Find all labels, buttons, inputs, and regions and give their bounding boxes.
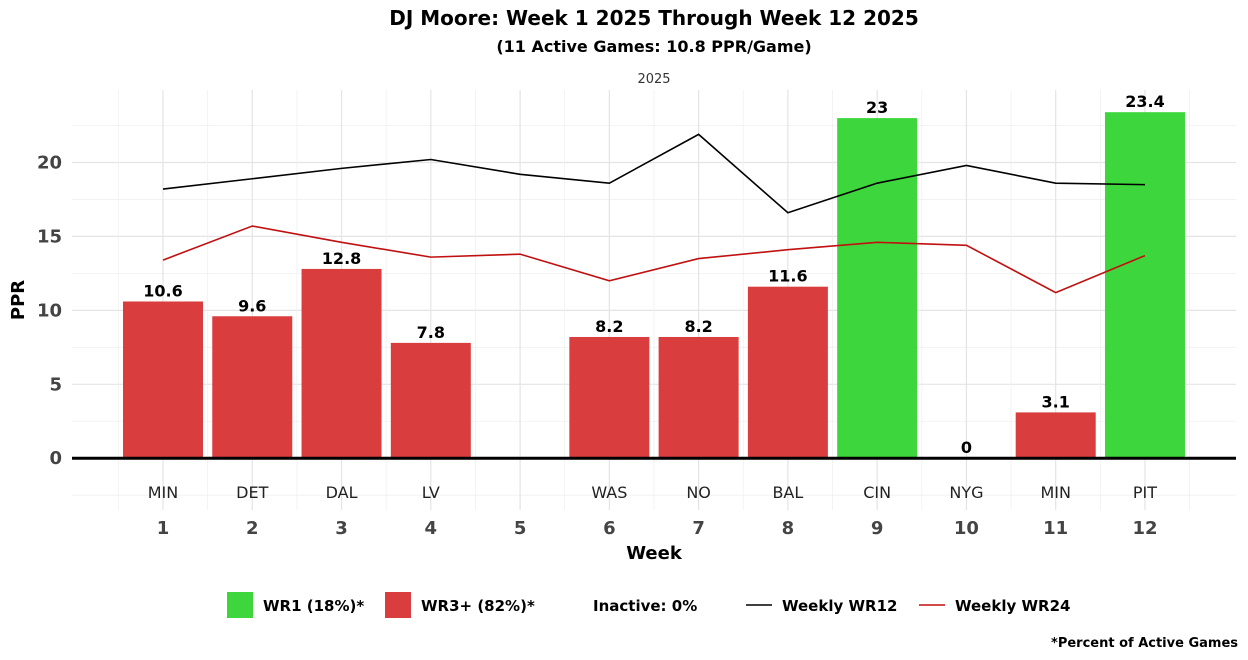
x-tick-label: 3	[335, 518, 348, 539]
x-tick-label: 5	[514, 518, 527, 539]
legend-swatch-wr3	[385, 592, 411, 618]
data-label: 8.2	[684, 317, 712, 336]
legend-wr12: Weekly WR12	[782, 597, 897, 615]
footnote: *Percent of Active Games	[1051, 636, 1238, 651]
y-tick-label: 10	[37, 300, 62, 321]
opponent-label: NYG	[949, 483, 983, 502]
y-tick-label: 5	[49, 374, 62, 395]
bar-week-12	[1104, 112, 1185, 459]
opponent-label: DAL	[326, 483, 358, 502]
x-tick-label: 8	[782, 518, 795, 539]
x-tick-label: 2	[246, 518, 259, 539]
x-tick-label: 12	[1132, 518, 1157, 539]
opponent-label: MIN	[148, 483, 179, 502]
legend-wr1: WR1 (18%)*	[263, 597, 364, 615]
x-tick-label: 4	[425, 518, 438, 539]
legend-swatch-wr1	[227, 592, 253, 618]
y-tick-label: 0	[49, 448, 62, 469]
x-tick-label: 6	[603, 518, 616, 539]
legend-inactive: Inactive: 0%	[593, 597, 697, 615]
bar-week-4	[390, 342, 471, 459]
legend-wr3: WR3+ (82%)*	[421, 597, 535, 615]
bar-week-3	[301, 268, 382, 459]
bar-week-8	[747, 286, 828, 459]
line-wr24	[162, 225, 1146, 294]
bar-week-6	[569, 336, 650, 459]
y-tick-label: 20	[37, 152, 62, 173]
opponent-label: PIT	[1133, 483, 1157, 502]
opponent-label: LV	[422, 483, 440, 502]
data-label: 23	[866, 98, 888, 117]
x-tick-label: 11	[1043, 518, 1068, 539]
bar-week-2	[212, 316, 293, 459]
line-wr12	[162, 133, 1145, 214]
chart-subtitle: (11 Active Games: 10.8 PPR/Game)	[496, 37, 811, 56]
x-tick-label: 9	[871, 518, 884, 539]
opponent-label: MIN	[1040, 483, 1071, 502]
data-label: 3.1	[1042, 392, 1070, 411]
x-tick-label: 10	[954, 518, 979, 539]
data-label: 0	[961, 438, 972, 457]
data-label: 7.8	[417, 323, 445, 342]
opponent-label: WAS	[591, 483, 627, 502]
y-tick-label: 15	[37, 226, 62, 247]
facet-label: 2025	[637, 72, 670, 87]
opponent-label: NO	[686, 483, 711, 502]
data-label: 12.8	[322, 249, 361, 268]
bar-week-1	[123, 301, 203, 459]
bar-week-7	[658, 336, 739, 459]
data-label: 11.6	[768, 267, 807, 286]
opponent-label: BAL	[772, 483, 803, 502]
bar-week-11	[1015, 412, 1096, 459]
legend: WR1 (18%)* WR3+ (82%)* Inactive: 0% Week…	[227, 592, 1070, 618]
chart-title: DJ Moore: Week 1 2025 Through Week 12 20…	[389, 6, 918, 30]
bar-week-9	[837, 118, 918, 459]
legend-wr24: Weekly WR24	[955, 597, 1070, 615]
data-label: 8.2	[595, 317, 623, 336]
data-label: 10.6	[143, 281, 182, 300]
data-label: 23.4	[1125, 92, 1164, 111]
data-label: 9.6	[238, 296, 266, 315]
y-axis-label: PPR	[8, 280, 29, 320]
opponent-label: DET	[236, 483, 268, 502]
opponent-label: CIN	[863, 483, 891, 502]
x-tick-label: 7	[692, 518, 705, 539]
x-axis-label: Week	[626, 543, 683, 564]
x-tick-label: 1	[157, 518, 170, 539]
